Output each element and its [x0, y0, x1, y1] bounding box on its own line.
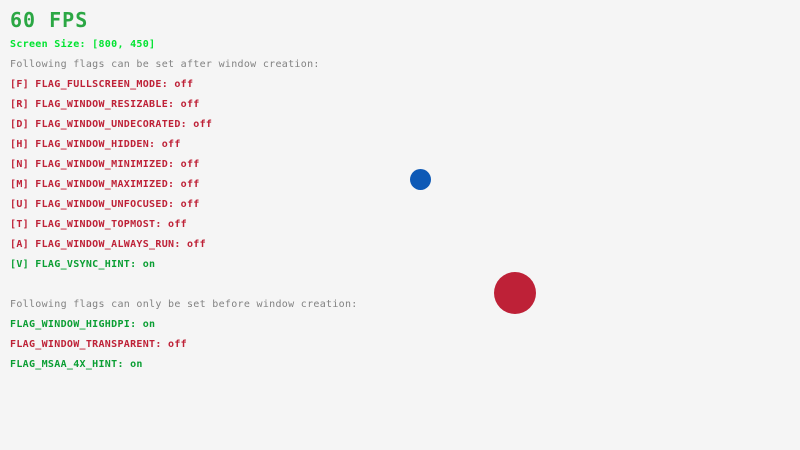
flag-line: [M] FLAG_WINDOW_MAXIMIZED: off [10, 179, 200, 190]
blue-ball [409, 168, 431, 190]
flag-line: [A] FLAG_WINDOW_ALWAYS_RUN: off [10, 239, 206, 250]
flag-line: [U] FLAG_WINDOW_UNFOCUSED: off [10, 199, 200, 210]
section-heading-after-creation: Following flags can be set after window … [10, 59, 320, 70]
section-heading-before-creation: Following flags can only be set before w… [10, 299, 358, 310]
flag-line: [T] FLAG_WINDOW_TOPMOST: off [10, 219, 187, 230]
flag-line: FLAG_WINDOW_TRANSPARENT: off [10, 339, 187, 350]
flag-line: [D] FLAG_WINDOW_UNDECORATED: off [10, 119, 213, 130]
flag-line: [H] FLAG_WINDOW_HIDDEN: off [10, 139, 181, 150]
red-ball [494, 272, 536, 314]
flag-line: [F] FLAG_FULLSCREEN_MODE: off [10, 79, 194, 90]
flag-line: FLAG_MSAA_4X_HINT: on [10, 359, 143, 370]
fps-counter: 60 FPS [10, 8, 89, 32]
flag-line: [N] FLAG_WINDOW_MINIMIZED: off [10, 159, 200, 170]
flag-line: [R] FLAG_WINDOW_RESIZABLE: off [10, 99, 200, 110]
flag-line: FLAG_WINDOW_HIGHDPI: on [10, 319, 156, 330]
screen-size-label: Screen Size: [800, 450] [10, 39, 156, 50]
flag-line: [V] FLAG_VSYNC_HINT: on [10, 259, 156, 270]
